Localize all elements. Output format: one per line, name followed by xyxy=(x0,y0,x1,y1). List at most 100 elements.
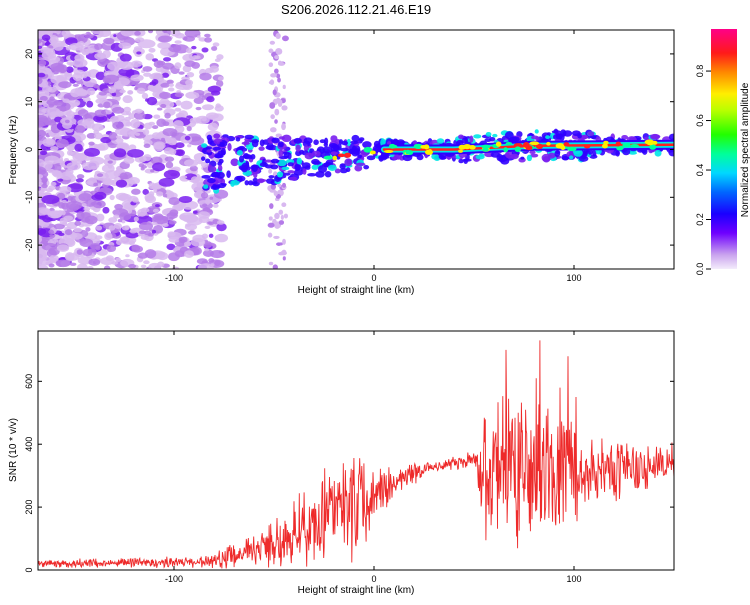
spectrogram-noise-blob xyxy=(268,261,274,266)
spectrogram-noise-blob xyxy=(38,219,45,226)
spectrogram-noise-blob xyxy=(112,121,124,130)
spectrogram-signal-blob xyxy=(561,155,569,161)
spectrogram-noise-blob xyxy=(85,227,91,232)
spectrogram-noise-blob xyxy=(274,68,279,74)
spectrogram-noise-blob xyxy=(120,237,127,241)
spectrogram-noise-blob xyxy=(270,114,275,120)
spectrogram-noise-blob xyxy=(272,89,277,96)
spectrogram-signal-blob xyxy=(219,141,224,147)
spectrogram-signal-blob xyxy=(287,170,295,174)
spectrogram-signal-blob xyxy=(241,141,250,145)
spectrogram-noise-blob xyxy=(84,215,98,225)
spectrogram-noise-blob xyxy=(119,212,126,217)
spectrogram-noise-blob xyxy=(268,216,273,221)
spectrogram-noise-blob xyxy=(85,180,94,185)
spectrogram-noise-blob xyxy=(283,213,289,219)
spectrogram-noise-blob xyxy=(184,223,198,231)
spectrogram-noise-blob xyxy=(60,210,66,216)
spectrogram-signal-blob xyxy=(302,168,307,175)
spectrogram-signal-blob xyxy=(324,171,332,178)
spectrogram-noise-blob xyxy=(47,56,61,63)
spectrogram-noise-blob xyxy=(38,129,47,138)
spectrogram-noise-blob xyxy=(276,73,281,79)
spectrogram-noise-blob xyxy=(125,254,130,258)
spectrogram-noise-blob xyxy=(175,142,185,149)
spectrogram-noise-blob xyxy=(113,148,127,158)
spectrogram-peak-blob xyxy=(332,155,338,161)
spectrogram-signal-blob xyxy=(387,141,392,146)
spectrogram-noise-blob xyxy=(102,77,112,84)
spectrogram-noise-blob xyxy=(161,216,169,221)
snr-y-tick-label: 0 xyxy=(24,567,34,572)
spectrogram-noise-blob xyxy=(185,47,193,54)
spectrogram-signal-blob xyxy=(201,174,211,179)
spectrogram-noise-blob xyxy=(178,236,188,244)
spectrogram-noise-blob xyxy=(48,263,55,268)
spectrogram-noise-blob xyxy=(95,213,105,222)
spectrogram-signal-blob xyxy=(526,154,533,162)
spectrogram-noise-blob xyxy=(89,242,101,250)
spectrogram-signal-blob xyxy=(278,149,284,157)
spectrogram-noise-blob xyxy=(115,192,129,201)
spectrogram-noise-blob xyxy=(275,32,281,40)
colorbar-tick-label: 0.2 xyxy=(695,213,705,226)
spectrogram-signal-blob xyxy=(217,161,223,166)
spectrogram-x-axis-label: Height of straight line (km) xyxy=(298,285,415,296)
spectrogram-noise-blob xyxy=(38,166,47,176)
spectrogram-noise-blob xyxy=(153,142,165,152)
spectrogram-noise-blob xyxy=(96,173,104,177)
spectrogram-noise-blob xyxy=(162,127,178,137)
spectrogram-noise-blob xyxy=(268,48,274,54)
spectrogram-noise-blob xyxy=(103,37,115,45)
spectrogram-noise-blob xyxy=(75,178,84,183)
spectrogram-noise-blob xyxy=(115,179,128,188)
spectrogram-noise-blob xyxy=(275,133,282,138)
spectrogram-noise-blob xyxy=(148,47,156,53)
spectrogram-noise-blob xyxy=(122,95,133,104)
spectrogram-noise-blob xyxy=(81,202,87,208)
spectrogram-signal-blob xyxy=(264,159,273,163)
spectrogram-signal-blob xyxy=(587,131,595,137)
spectrogram-signal-blob xyxy=(241,165,248,173)
spectrogram-noise-blob xyxy=(123,156,135,164)
spectrogram-noise-blob xyxy=(209,196,214,200)
spectrogram-noise-blob xyxy=(278,209,284,215)
spectrogram-peak-blob xyxy=(624,143,631,148)
spectrogram-signal-blob xyxy=(484,138,492,143)
snr-y-axis-label: SNR (10 * v/v) xyxy=(8,418,19,482)
spectrogram-y-axis-label: Frequency (Hz) xyxy=(8,116,19,185)
spectrogram-noise-blob xyxy=(155,30,165,36)
spectrogram-noise-blob xyxy=(162,62,175,70)
snr-axes: -100 0 100 0 200 400 600 xyxy=(24,331,674,584)
spectrogram-signal-blob xyxy=(330,135,338,142)
spectrogram-signal-blob xyxy=(350,140,359,145)
spectrogram-signal-blob xyxy=(217,182,227,189)
spectrogram-noise-blob xyxy=(190,176,200,184)
spectrogram-noise-blob xyxy=(187,230,196,235)
spectrogram-signal-blob xyxy=(340,147,349,152)
spectrogram-noise-blob xyxy=(100,136,112,144)
spectrogram-peak-blob xyxy=(529,141,540,146)
spectrogram-noise-blob xyxy=(163,147,175,155)
spectrogram-noise-blob xyxy=(76,174,85,179)
spectrogram-y-tick-label: 0 xyxy=(24,147,34,152)
spectrogram-noise-blob xyxy=(129,179,135,185)
spectrogram-noise-blob xyxy=(103,265,111,269)
spectrogram-noise-blob xyxy=(270,183,277,190)
spectrogram-noise-blob xyxy=(55,259,71,268)
spectrogram-noise-blob xyxy=(188,214,197,223)
spectrogram-signal-blob xyxy=(313,139,319,146)
spectrogram-noise-blob xyxy=(91,123,104,132)
spectrogram-noise-blob xyxy=(119,172,128,181)
spectrogram-signal-blob xyxy=(287,152,292,160)
spectrogram-noise-blob xyxy=(128,144,137,151)
spectrogram-signal-blob xyxy=(201,143,208,148)
spectrogram-noise-blob xyxy=(42,85,53,93)
spectrogram-signal-blob xyxy=(206,149,212,153)
snr-plot-area xyxy=(38,340,674,569)
spectrogram-signal-blob xyxy=(311,158,320,165)
colorbar-gradient xyxy=(711,29,737,269)
spectrogram-signal-blob xyxy=(277,141,284,148)
spectrogram-peak-blob xyxy=(649,144,657,150)
spectrogram-noise-blob xyxy=(53,42,64,51)
